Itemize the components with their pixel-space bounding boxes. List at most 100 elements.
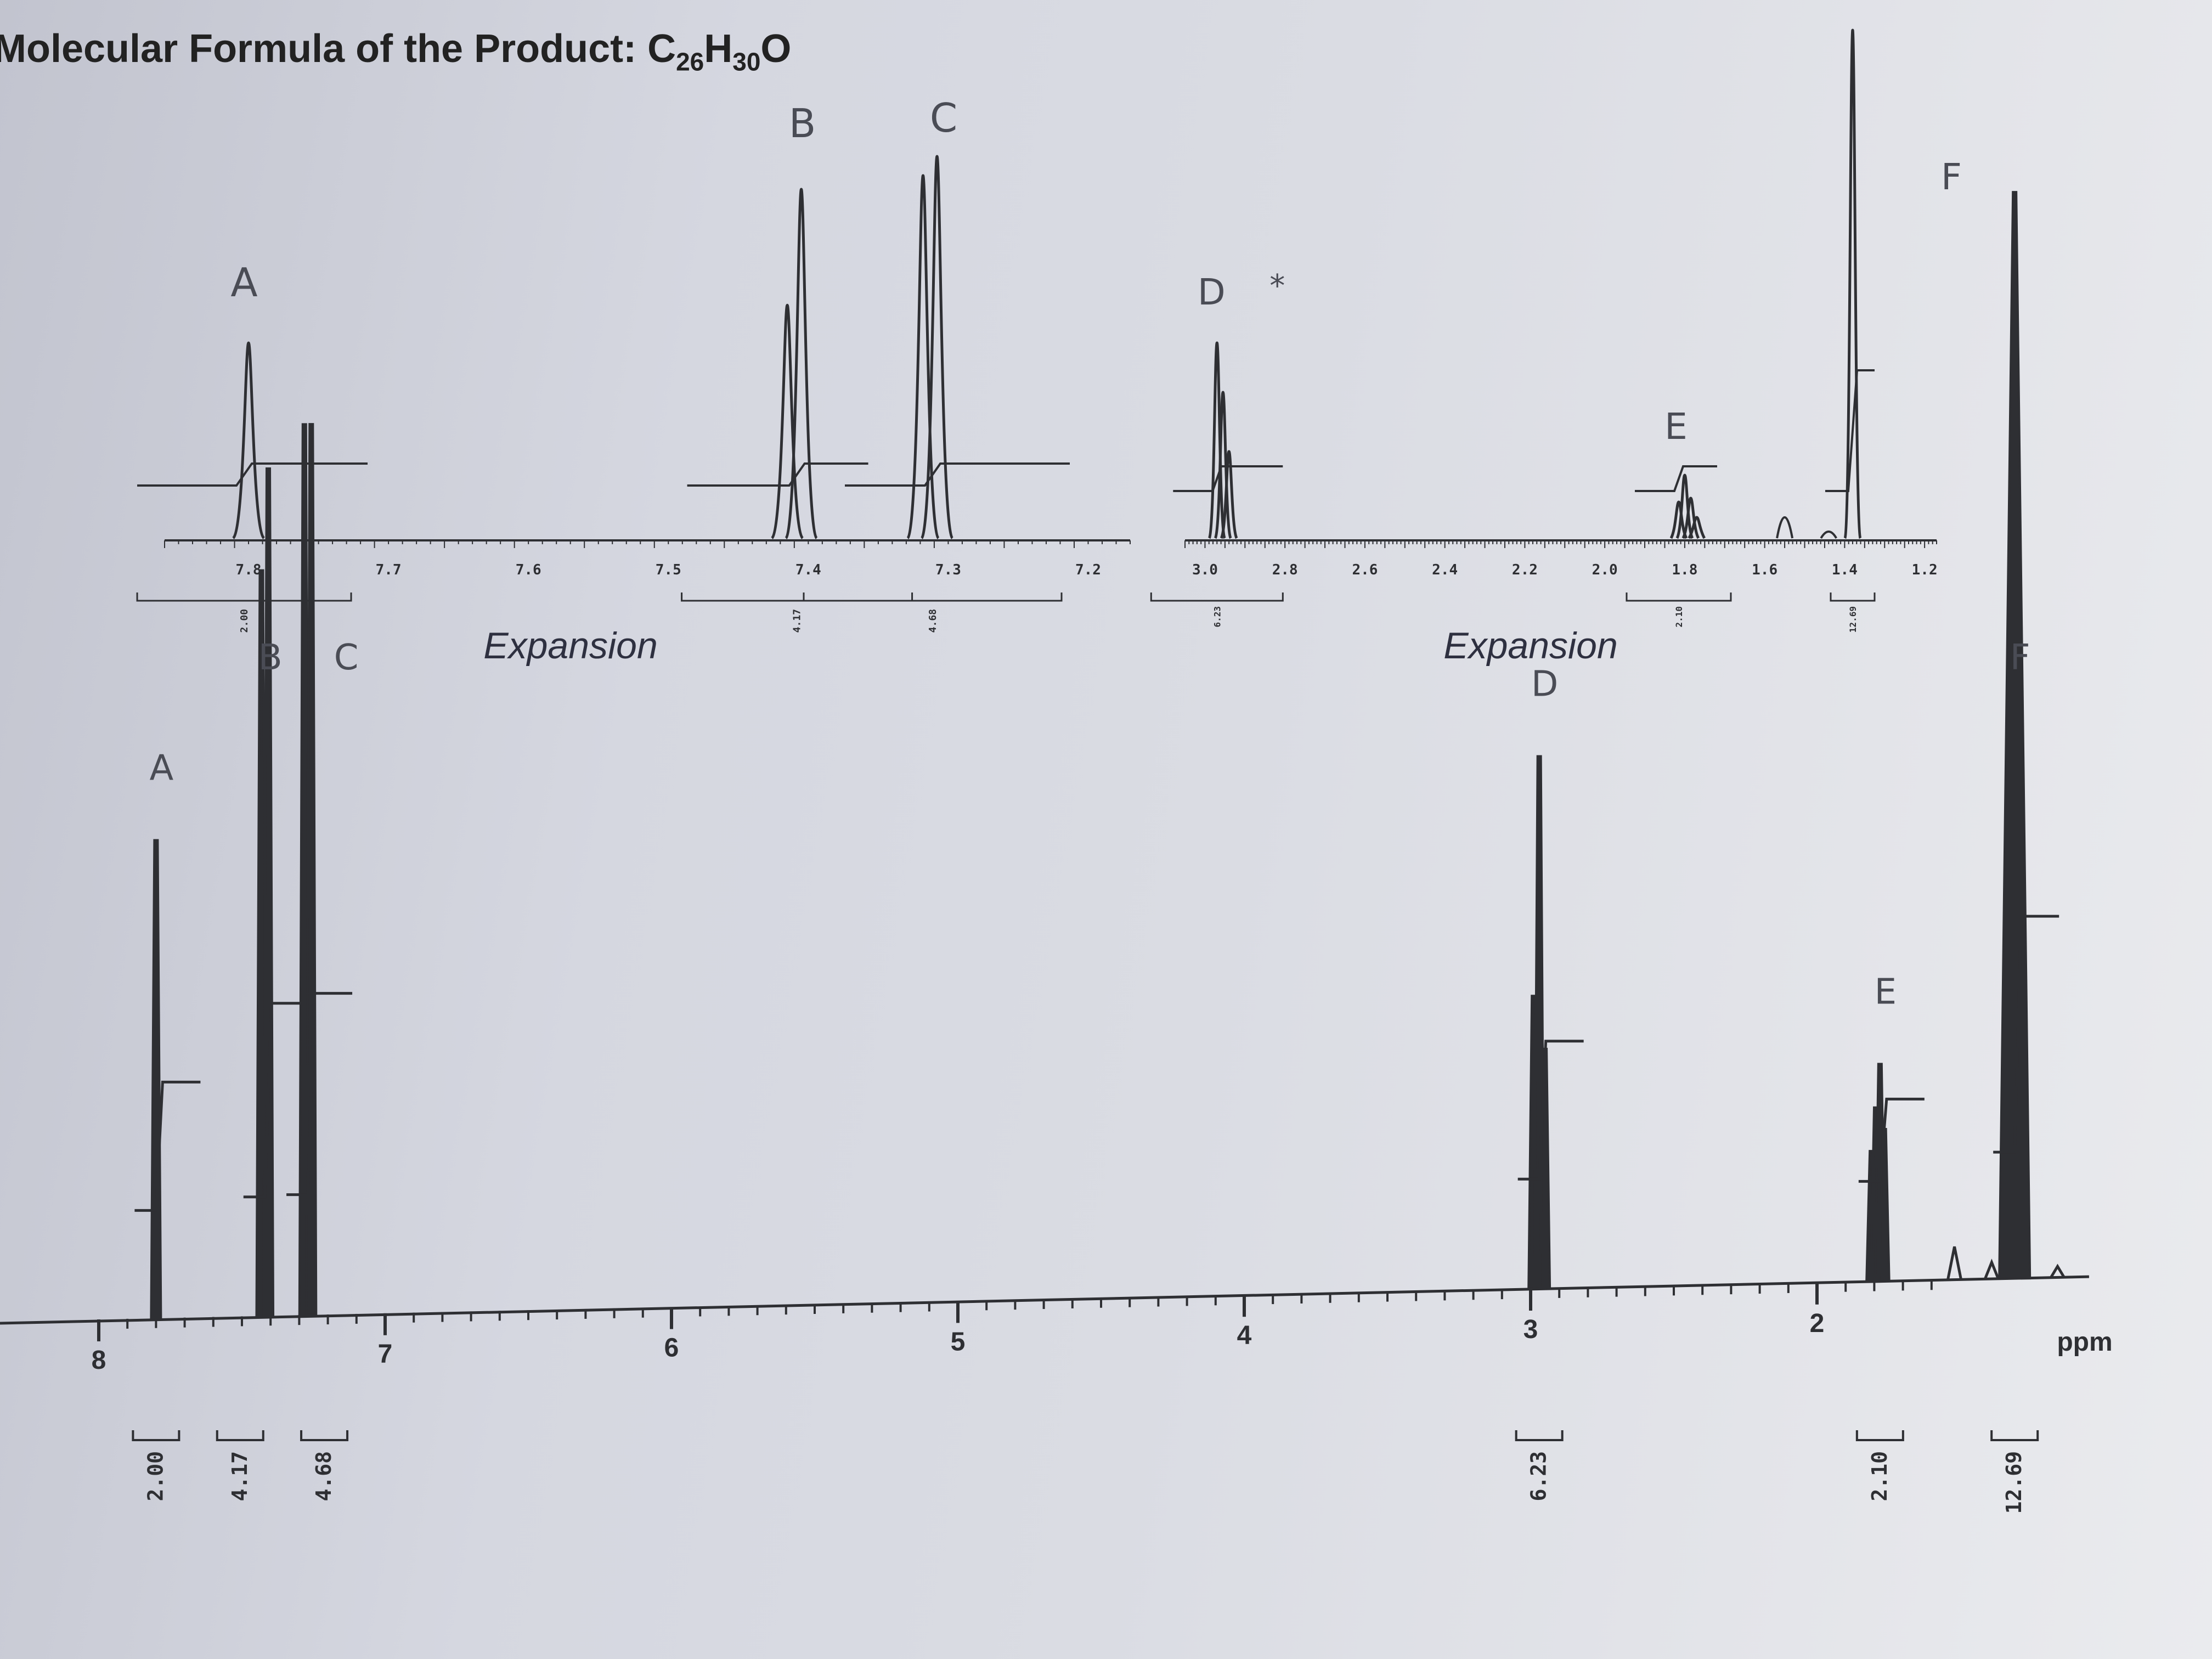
- expansion-2-peak-label-D: D: [1198, 271, 1226, 313]
- expansion-1-integral-A: [137, 462, 368, 487]
- expansion-2-integral-value-F: 12.69: [1848, 606, 1858, 633]
- expansion-1-tick-label: 7.8: [236, 562, 262, 578]
- expansion-2-peak-D: [1207, 341, 1226, 539]
- integral-bracket-C: [300, 1430, 349, 1441]
- formula-c-count: 26: [676, 47, 704, 76]
- expansion-1-integral-C: [845, 462, 1070, 487]
- integral-value-A: 2.00: [143, 1451, 167, 1502]
- expansion-1-tick-label: 7.5: [656, 562, 681, 578]
- expansion-2-peak-E: [1675, 473, 1694, 539]
- integral-bracket-A: [132, 1430, 180, 1441]
- expansion-2-tick-label: 3.0: [1192, 562, 1218, 578]
- main-tick-label: 2: [1810, 1309, 1825, 1338]
- expansion-1-integral-B: [687, 462, 868, 487]
- peak-C: [305, 423, 318, 1316]
- expansion-1-title: Expansion: [483, 625, 658, 667]
- expansion-2-tick-label: 1.8: [1672, 562, 1697, 578]
- integral-value-E: 2.10: [1867, 1451, 1892, 1502]
- title-prefix: Molecular Formula of the Product:: [0, 27, 648, 71]
- formula-o: O: [760, 27, 792, 71]
- impurity-peak: [2050, 1263, 2066, 1278]
- integral-value-F: 12.69: [2002, 1451, 2026, 1514]
- impurity-peak: [1984, 1259, 2000, 1279]
- integral-value-D: 6.23: [1527, 1451, 1551, 1502]
- expansion-1-peak-C: [920, 155, 954, 539]
- integral-bracket-F: [1990, 1430, 2039, 1441]
- peak-label-F: F: [2010, 637, 2030, 678]
- molecular-formula-title: Molecular Formula of the Product: C26H30…: [0, 26, 791, 76]
- expansion-1-bracket-C: [803, 592, 1063, 602]
- expansion-2-peak-label-F: F: [1941, 156, 1962, 198]
- expansion-2-tick-label: 1.4: [1832, 562, 1858, 578]
- expansion-1-bracket-A: [136, 592, 352, 602]
- expansion-2-tick-label: 2.0: [1592, 562, 1618, 578]
- expansion-2-star-annotation: *: [1269, 268, 1285, 304]
- main-tick-label: 7: [378, 1340, 393, 1369]
- expansion-2-integral-F: [1825, 369, 1875, 492]
- expansion-2-peak-E: [1669, 500, 1688, 539]
- integral-bracket-D: [1515, 1430, 1564, 1441]
- expansion-2-peak-F: [1843, 29, 1862, 539]
- expansion-2-bracket-F: [1830, 592, 1876, 602]
- expansion-1-integral-value-B: 4.17: [792, 609, 803, 633]
- impurity-peak: [1946, 1246, 1963, 1280]
- peak-B: [262, 467, 275, 1317]
- main-tick-label: 6: [664, 1334, 679, 1363]
- peak-label-E: E: [1875, 972, 1897, 1012]
- expansion-2-integral-D: [1173, 465, 1283, 492]
- expansion-2-tick-label: 2.6: [1352, 562, 1378, 578]
- expansion-2-peak-D: [1220, 450, 1238, 539]
- integral-step-F: [1993, 915, 2059, 1154]
- formula-c: C: [647, 27, 676, 71]
- expansion-2-integral-value-D: 6.23: [1212, 606, 1222, 628]
- integral-bracket-E: [1855, 1430, 1904, 1441]
- expansion-2-tick-label: 1.6: [1752, 562, 1778, 578]
- peak-F: [1998, 191, 2032, 1280]
- expansion-1-peak-label-A: A: [230, 259, 257, 306]
- integral-step-C: [286, 992, 353, 1197]
- integral-bracket-B: [216, 1430, 264, 1441]
- expansion-1-tick-label: 7.2: [1075, 562, 1101, 578]
- peak-label-D: D: [1531, 664, 1558, 704]
- expansion-2-impurity-peak: [1776, 516, 1794, 539]
- formula-h-count: 30: [732, 47, 761, 76]
- main-tick-label: 5: [951, 1327, 966, 1356]
- expansion-1-integral-value-A: 2.00: [239, 609, 250, 633]
- integral-step-A: [134, 1080, 201, 1212]
- expansion-2-title: Expansion: [1443, 625, 1618, 667]
- expansion-2-tick-label: 1.2: [1912, 562, 1938, 578]
- expansion-2-peak-D: [1214, 391, 1232, 539]
- main-tick-label: 8: [92, 1346, 106, 1375]
- expansion-2-tick-label: 2.8: [1272, 562, 1298, 578]
- expansion-1-tick-label: 7.3: [935, 562, 961, 578]
- expansion-1-peak-A: [232, 341, 266, 539]
- expansion-1-peak-B: [785, 188, 818, 539]
- integral-step-B: [243, 1002, 309, 1199]
- expansion-2-impurity-peak: [1820, 531, 1837, 539]
- expansion-2-peak-label-E: E: [1664, 405, 1688, 448]
- expansion-2-tick-label: 2.4: [1432, 562, 1458, 578]
- expansion-1-integral-value-C: 4.68: [927, 609, 939, 633]
- integral-step-E: [1858, 1097, 1925, 1183]
- integral-step-D: [1517, 1040, 1584, 1181]
- expansion-2-integral-E: [1634, 465, 1717, 492]
- expansion-2-peak-E: [1688, 516, 1706, 539]
- expansion-2-bracket-D: [1150, 592, 1284, 602]
- expansion-1-tick-label: 7.7: [376, 562, 402, 578]
- peak-label-C: C: [334, 637, 359, 678]
- expansion-2-peak-E: [1681, 496, 1700, 539]
- expansion-1-peak-label-C: C: [930, 95, 957, 141]
- integral-value-B: 4.17: [228, 1451, 252, 1502]
- formula-h: H: [704, 27, 733, 71]
- main-x-axis-label: ppm: [2057, 1328, 2112, 1357]
- peak-label-A: A: [150, 748, 174, 789]
- expansion-1-tick-label: 7.6: [516, 562, 541, 578]
- expansion-1-bracket-B: [681, 592, 913, 602]
- integral-value-C: 4.68: [312, 1451, 336, 1502]
- main-tick-label: 3: [1523, 1315, 1538, 1344]
- peak-A: [150, 839, 162, 1319]
- expansion-2-tick-label: 2.2: [1512, 562, 1538, 578]
- expansion-2-integral-value-E: 2.10: [1674, 606, 1684, 628]
